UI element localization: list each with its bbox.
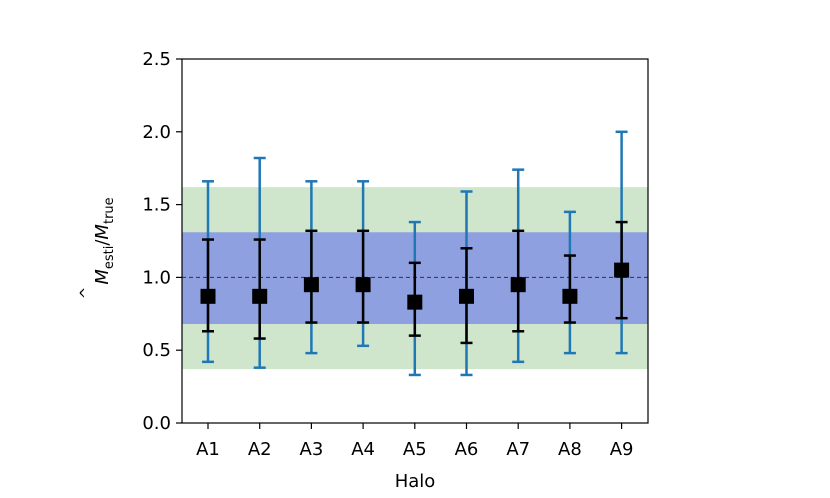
y-tick-label-0.0: 0.0 xyxy=(142,413,171,434)
x-axis-ticks: A1 A2 A3 A4 A5 A6 A7 A8 A9 xyxy=(196,423,633,460)
x-tick-label-A8: A8 xyxy=(558,439,582,460)
x-tick-label-A2: A2 xyxy=(248,439,272,460)
x-tick-label-A1: A1 xyxy=(196,439,220,460)
y-tick-label-1.0: 1.0 xyxy=(142,267,171,288)
data-markers xyxy=(200,262,630,310)
marker-A3 xyxy=(303,277,319,293)
y-label-sub-num: esti xyxy=(102,246,117,269)
x-tick-label-A4: A4 xyxy=(351,439,375,460)
marker-A8 xyxy=(562,288,578,304)
y-tick-label-0.5: 0.5 xyxy=(142,340,171,361)
marker-A5 xyxy=(407,294,423,310)
svg-text:Mesti/Mtrue: Mesti/Mtrue xyxy=(92,197,117,284)
y-label-sub-den: true xyxy=(102,197,117,224)
marker-A4 xyxy=(355,277,371,293)
x-tick-label-A9: A9 xyxy=(610,439,634,460)
y-label-hat: ^ xyxy=(77,287,95,300)
marker-A6 xyxy=(459,288,474,304)
x-axis-label: Halo xyxy=(395,471,436,492)
y-tick-label-2.5: 2.5 xyxy=(142,49,171,70)
y-label-main: M xyxy=(92,269,113,285)
marker-A7 xyxy=(510,277,526,293)
x-tick-label-A5: A5 xyxy=(403,439,427,460)
error-bars xyxy=(202,130,628,377)
marker-A9 xyxy=(614,262,630,278)
y-label-den: M xyxy=(92,224,113,240)
y-tick-label-1.5: 1.5 xyxy=(142,195,171,216)
y-axis-label: Mesti/Mtrue ^ xyxy=(77,197,117,299)
y-label-sep: / xyxy=(92,239,113,246)
x-tick-label-A3: A3 xyxy=(300,439,324,460)
x-tick-label-A6: A6 xyxy=(455,439,479,460)
x-tick-label-A7: A7 xyxy=(506,439,530,460)
marker-A1 xyxy=(200,288,216,304)
y-axis-ticks: 0.0 0.5 1.0 1.5 2.0 2.5 xyxy=(142,49,182,434)
marker-A2 xyxy=(252,288,268,304)
y-tick-label-2.0: 2.0 xyxy=(142,122,171,143)
